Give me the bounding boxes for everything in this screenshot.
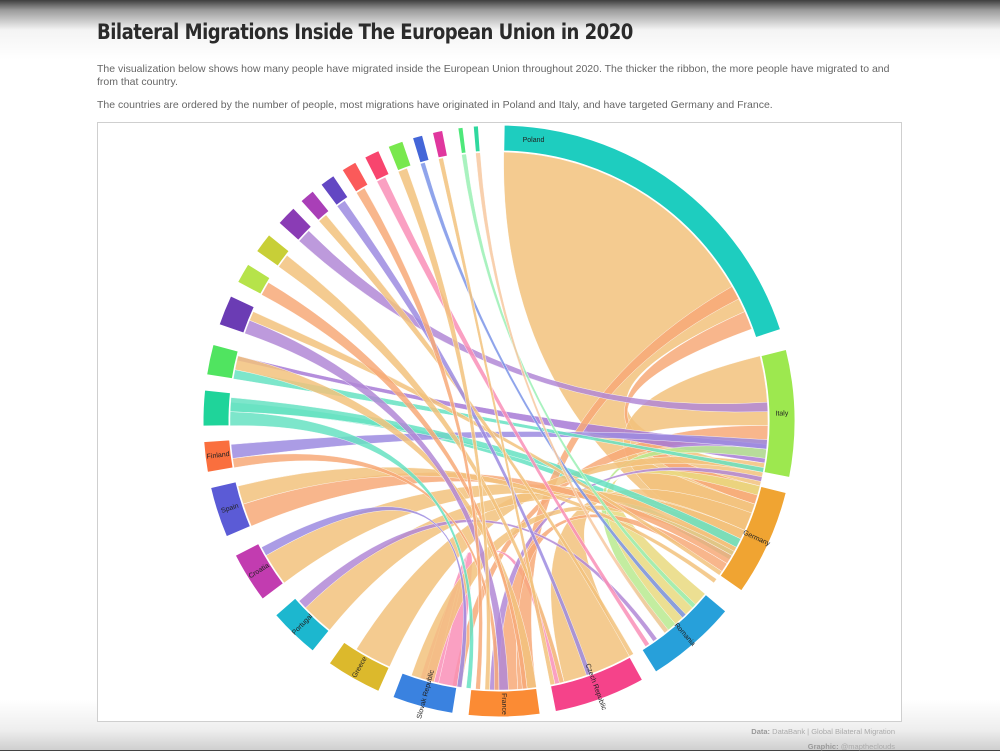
country-arc-portugal[interactable] [274,597,330,652]
graphic-credit-value[interactable]: @maptheclouds [840,742,895,751]
country-arc[interactable] [457,126,467,155]
country-arc[interactable] [387,140,412,172]
country-arc-czech-republic[interactable] [549,656,644,713]
chord-ribbon[interactable] [229,397,742,548]
country-label: Poland [523,137,545,144]
country-arc[interactable] [472,125,481,153]
chord-ribbon[interactable] [397,167,491,691]
graphic-credit-label: Graphic: [807,742,839,751]
country-arc-greece[interactable] [328,641,390,693]
country-arc[interactable] [300,190,330,222]
country-arc-finland[interactable] [203,439,234,473]
country-arc-slovak-republic[interactable] [392,672,458,714]
chord-ribbon[interactable] [261,282,528,690]
chord-ribbon[interactable] [229,411,474,689]
country-arc[interactable] [255,234,290,267]
country-arc[interactable] [236,263,271,295]
chord-ribbon[interactable] [356,187,483,690]
data-credit-value[interactable]: DataBank | Global Bilateral Migration [772,727,895,736]
ribbons [229,151,769,691]
country-label: France [500,693,507,715]
data-credit-label: Data: [751,727,771,736]
chord-ribbon[interactable] [475,152,669,634]
country-arc[interactable] [320,174,349,207]
country-arc[interactable] [218,295,255,334]
country-arc-croatia[interactable] [234,542,285,600]
chord-ribbon[interactable] [249,311,723,576]
country-arc[interactable] [278,207,313,242]
chord-ribbon[interactable] [336,200,592,676]
country-arc[interactable] [431,129,449,159]
chord-ribbon[interactable] [420,162,687,619]
country-arc-italy[interactable] [760,348,796,479]
chord-ribbon[interactable] [278,255,565,684]
country-arc[interactable] [363,149,390,182]
chord-ribbon[interactable] [438,157,556,686]
chord-ribbon[interactable] [376,176,650,647]
country-label: Italy [775,410,789,417]
country-arc[interactable] [411,134,430,164]
description-paragraph-1: The visualization below shows how many p… [97,63,890,88]
graphic-credit: Graphic: @maptheclouds [808,742,895,751]
country-arc[interactable] [206,343,239,380]
chord-ribbon[interactable] [318,214,634,657]
country-label: Finland [206,451,230,461]
chord-ribbon[interactable] [356,456,765,668]
country-arc[interactable] [341,161,369,193]
page-title: Bilateral Migrations Inside The European… [97,20,633,44]
chord-ribbon[interactable] [244,319,509,691]
description-paragraph-2: The countries are ordered by the number … [97,99,773,111]
country-arc-romania[interactable] [641,593,727,673]
country-arc-france[interactable] [467,687,541,718]
country-arc-germany[interactable] [719,485,787,592]
data-credit: Data: DataBank | Global Bilateral Migrat… [751,727,895,736]
country-arc-spain[interactable] [209,481,252,538]
country-arc-poland[interactable] [503,124,782,339]
country-arc[interactable] [202,389,232,427]
